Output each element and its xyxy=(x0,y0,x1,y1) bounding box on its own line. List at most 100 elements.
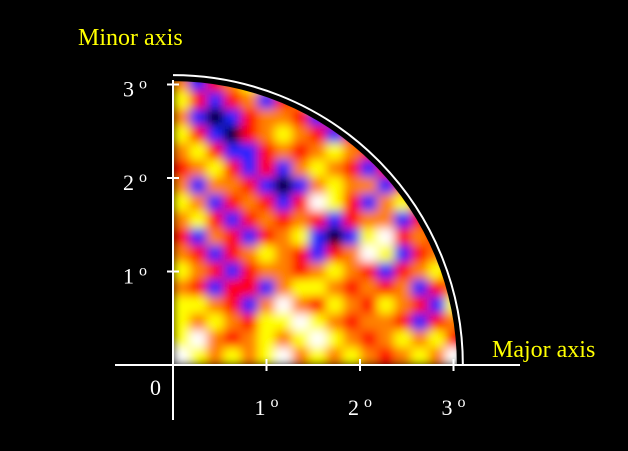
heatmap-cell xyxy=(428,211,447,230)
heatmap-cell xyxy=(308,347,327,366)
heatmap-cell xyxy=(377,194,396,213)
heatmap-cell xyxy=(377,108,396,127)
heatmap-cell xyxy=(360,81,379,93)
heatmap-cell xyxy=(291,262,310,281)
heatmap-cell xyxy=(173,176,191,195)
heatmap-cell xyxy=(411,347,430,366)
heatmap-cell xyxy=(291,159,310,178)
heatmap-cell xyxy=(343,262,362,281)
heatmap-cell xyxy=(360,176,379,195)
heatmap-cell xyxy=(377,279,396,298)
heatmap-cell xyxy=(223,313,242,332)
heatmap-cell xyxy=(308,81,327,93)
heatmap-cell xyxy=(360,313,379,332)
heatmap-cell xyxy=(240,313,259,332)
heatmap-cell xyxy=(445,81,457,93)
heatmap-cell xyxy=(445,91,457,110)
heatmap-cell xyxy=(325,211,344,230)
heatmap-cell xyxy=(173,159,191,178)
heatmap-cell xyxy=(377,228,396,247)
heatmap-cell xyxy=(189,125,208,144)
heatmap-cell xyxy=(240,279,259,298)
heatmap-cell xyxy=(206,176,225,195)
heatmap-cell xyxy=(223,296,242,315)
heatmap-cell xyxy=(360,330,379,349)
heatmap-cell xyxy=(223,91,242,110)
heatmap-cell xyxy=(257,313,276,332)
heatmap-cell xyxy=(308,228,327,247)
heatmap-cell xyxy=(325,279,344,298)
heatmap-cell xyxy=(343,245,362,264)
heatmap-cell xyxy=(394,125,413,144)
heatmap-cell xyxy=(240,330,259,349)
heatmap-cell xyxy=(274,125,293,144)
heatmap-cell xyxy=(360,245,379,264)
heatmap-cell xyxy=(445,194,457,213)
heatmap-cell xyxy=(257,159,276,178)
heatmap-cell xyxy=(189,296,208,315)
heatmap-cell xyxy=(274,347,293,366)
heatmap-cell xyxy=(445,211,457,230)
heatmap-cell xyxy=(308,330,327,349)
heatmap-cell xyxy=(257,108,276,127)
heatmap-cell xyxy=(308,176,327,195)
heatmap-cell xyxy=(411,228,430,247)
heatmap-cell xyxy=(394,262,413,281)
heatmap-cell xyxy=(257,347,276,366)
heatmap-cell xyxy=(257,211,276,230)
heatmap-cell xyxy=(411,313,430,332)
heatmap-cell xyxy=(274,108,293,127)
heatmap-cell xyxy=(360,91,379,110)
heatmap-cell xyxy=(445,330,457,349)
heatmap-cell xyxy=(377,125,396,144)
heatmap-cell xyxy=(257,176,276,195)
heatmap-cell xyxy=(291,330,310,349)
heatmap-cell xyxy=(308,313,327,332)
heatmap-cell xyxy=(411,245,430,264)
heatmap-cell xyxy=(240,296,259,315)
heatmap-cell xyxy=(223,262,242,281)
heatmap-cell xyxy=(291,228,310,247)
heatmap-cell xyxy=(257,279,276,298)
heatmap-cell xyxy=(274,194,293,213)
heatmap-cell xyxy=(411,81,430,93)
heatmap-cell xyxy=(223,159,242,178)
heatmap-cell xyxy=(257,194,276,213)
heatmap-cell xyxy=(394,91,413,110)
heatmap-cell xyxy=(360,108,379,127)
heatmap-cell xyxy=(377,245,396,264)
heatmap-cell xyxy=(206,313,225,332)
heatmap-cell xyxy=(308,296,327,315)
heatmap-cell xyxy=(394,279,413,298)
heatmap-cell xyxy=(428,279,447,298)
heatmap-cell xyxy=(325,245,344,264)
heatmap-cell xyxy=(223,142,242,161)
heatmap-cell xyxy=(411,125,430,144)
heatmap-cell xyxy=(206,81,225,93)
heatmap-cell xyxy=(223,245,242,264)
heatmap-cell xyxy=(291,211,310,230)
heatmap-cell xyxy=(173,228,191,247)
heatmap-cell xyxy=(411,176,430,195)
heatmap-cell xyxy=(428,108,447,127)
heatmap-cell xyxy=(274,262,293,281)
heatmap-cell xyxy=(206,194,225,213)
heatmap-cell xyxy=(325,91,344,110)
heatmap-cell xyxy=(257,330,276,349)
heatmap-cell xyxy=(308,125,327,144)
heatmap-cell xyxy=(257,125,276,144)
heatmap-cell xyxy=(445,228,457,247)
heatmap-cell xyxy=(445,142,457,161)
heatmap-cell xyxy=(257,262,276,281)
heatmap-cell xyxy=(291,81,310,93)
heatmap-cell xyxy=(343,296,362,315)
heatmap-cell xyxy=(291,176,310,195)
heatmap-cell xyxy=(274,228,293,247)
heatmap-cell xyxy=(360,296,379,315)
heatmap-cell xyxy=(428,142,447,161)
heatmap-cell xyxy=(291,108,310,127)
